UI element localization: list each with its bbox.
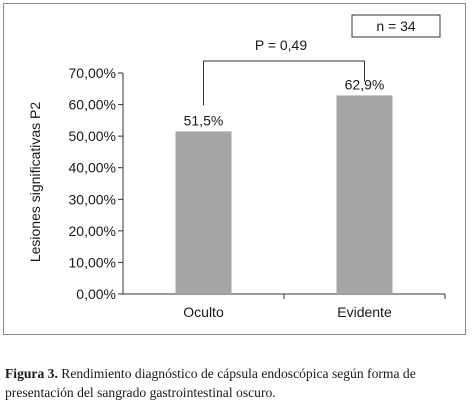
y-tick-label: 60,00% — [69, 97, 116, 113]
y-tick-label: 0,00% — [76, 286, 116, 302]
bar-evidente — [336, 95, 393, 294]
sample-size-label: n = 34 — [376, 18, 416, 34]
sample-size-box — [351, 14, 441, 38]
bar-oculto — [175, 131, 232, 294]
y-axis-title: Lesiones significativas P2 — [27, 102, 43, 263]
y-tick-label: 70,00% — [69, 65, 116, 81]
y-tick-label: 40,00% — [69, 160, 116, 176]
y-tick-label: 50,00% — [69, 128, 116, 144]
significance-label: P = 0,49 — [255, 37, 308, 53]
y-tick-label: 10,00% — [69, 254, 116, 270]
y-tick-label: 30,00% — [69, 191, 116, 207]
significance-bracket — [203, 60, 365, 106]
bar-value-label: 51,5% — [184, 112, 224, 128]
y-tick-label: 20,00% — [69, 223, 116, 239]
x-category-label: Oculto — [183, 304, 224, 320]
figure-caption-label: Figura 3. — [5, 366, 58, 381]
figure-caption: Figura 3. Rendimiento diagnóstico de cáp… — [5, 364, 471, 402]
bar-value-label: 62,9% — [345, 76, 385, 92]
figure-caption-text: Rendimiento diagnóstico de cápsula endos… — [5, 366, 416, 400]
x-category-label: Evidente — [337, 304, 392, 320]
bar-chart: 0,00% 10,00% 20,00% 30,00% 40,00% 50,00% 60,00… — [27, 14, 446, 320]
